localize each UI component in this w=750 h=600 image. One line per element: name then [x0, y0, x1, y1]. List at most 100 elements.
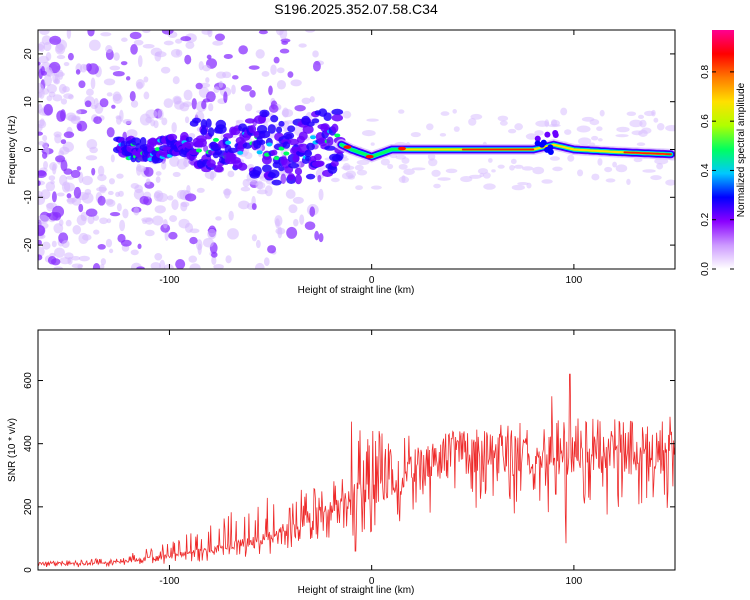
spectrogram-noise-blob: [99, 217, 108, 225]
spectrogram-noise-blob: [267, 245, 277, 254]
spectrogram-energy-blob: [294, 167, 303, 176]
spectrogram-noise-blob: [398, 109, 405, 114]
spectrogram-noise-blob: [87, 30, 95, 37]
spectrogram-noise-blob: [78, 80, 86, 89]
spectrogram-noise-blob: [615, 134, 629, 138]
spectrogram-energy-blob: [298, 131, 308, 141]
spectrogram-noise-blob: [56, 192, 65, 197]
spectrogram-noise-blob: [38, 170, 47, 177]
spectrogram-noise-blob: [86, 139, 98, 150]
y-tick-label: 10: [23, 96, 34, 108]
spectrogram-noise-blob: [175, 259, 186, 269]
spectrogram-noise-blob: [650, 175, 662, 181]
spectrogram-noise-blob: [43, 103, 53, 116]
chart-title: S196.2025.352.07.58.C34: [274, 1, 438, 17]
spectrogram-noise-blob: [222, 188, 232, 196]
spectrogram-noise-blob: [510, 158, 517, 164]
spectrogram-noise-blob: [72, 224, 82, 235]
spectrogram-noise-blob: [223, 53, 233, 59]
spectrogram-noise-blob: [282, 107, 289, 118]
spectrogram-energy-blob: [227, 147, 239, 153]
spectrogram-noise-blob: [59, 109, 66, 122]
spectrogram-noise-blob: [273, 56, 280, 64]
spectrogram-noise-blob: [354, 164, 364, 171]
spectrogram-noise-blob: [119, 219, 126, 232]
spectrogram-noise-blob: [428, 158, 438, 167]
spectrogram-energy-blob: [184, 140, 194, 149]
spectrogram-hot-spot: [398, 146, 406, 151]
spectrogram-noise-blob: [110, 154, 115, 163]
spectrogram-noise-blob: [183, 89, 193, 101]
spectrogram-noise-blob: [81, 175, 93, 186]
spectrogram-noise-blob: [591, 173, 600, 181]
spectrogram-noise-blob: [426, 123, 434, 131]
colorbar-label: Normalized spectral amplitude: [736, 82, 747, 217]
spectrogram-noise-blob: [45, 181, 56, 192]
spectrogram-noise-blob: [616, 126, 630, 133]
spectrogram-noise-blob: [331, 177, 340, 183]
spectrogram-noise-blob: [38, 180, 41, 187]
spectrogram-noise-blob: [549, 156, 561, 161]
spectrogram-energy-blob: [206, 159, 216, 168]
spectrogram-energy-blob: [331, 114, 344, 122]
spectrogram-noise-blob: [238, 200, 250, 210]
spectrogram-noise-blob: [58, 150, 65, 157]
spectrogram-noise-blob: [163, 40, 174, 46]
spectrogram-energy-blob: [311, 118, 320, 124]
spectrogram-noise-blob: [39, 30, 50, 35]
spectrogram-noise-blob: [401, 157, 410, 164]
spectrogram-noise-blob: [221, 71, 232, 79]
spectrogram-noise-blob: [167, 195, 174, 201]
y-tick-label: 400: [23, 435, 34, 452]
spectrogram-noise-blob: [91, 167, 96, 176]
spectrogram-energy-blob: [261, 164, 272, 173]
spectrogram-noise-blob: [136, 165, 146, 172]
spectrogram-noise-blob: [43, 74, 53, 87]
spectrogram-noise-blob: [130, 100, 139, 108]
spectrogram-noise-blob: [597, 158, 603, 166]
spectrogram-noise-blob: [58, 83, 67, 94]
spectrogram-noise-blob: [342, 110, 352, 119]
spectrogram-noise-blob: [144, 229, 155, 237]
spectrogram-noise-blob: [532, 166, 545, 175]
spectrogram-noise-blob: [107, 190, 114, 196]
spectrogram-noise-blob: [597, 138, 603, 142]
spectrogram-noise-blob: [287, 71, 294, 78]
spectrogram-noise-blob: [180, 36, 192, 42]
colorbar-ticks: 0.0 0.2 0.4 0.6 0.8: [700, 64, 734, 276]
spectrogram-noise-blob: [121, 37, 128, 42]
spectrogram-noise-blob: [161, 30, 174, 35]
spectrogram-energy-blob: [538, 141, 545, 148]
spectrogram-noise-blob: [185, 193, 197, 202]
spectrogram-noise-blob: [52, 94, 63, 102]
spectrogram-energy-blob: [167, 133, 178, 141]
spectrogram-energy-blob: [287, 173, 295, 181]
spectrogram-noise-blob: [228, 210, 234, 221]
spectrogram-noise-blob: [207, 228, 217, 240]
spectrogram-noise-blob: [116, 203, 122, 212]
spectrogram-noise-blob: [541, 179, 553, 184]
spectrogram-noise-blob: [596, 126, 603, 132]
spectrogram-noise-blob: [38, 214, 50, 224]
spectrogram-noise-blob: [106, 218, 112, 224]
spectrogram-noise-blob: [137, 243, 142, 250]
spectrogram-noise-blob: [99, 98, 109, 108]
spectrogram-noise-blob: [53, 223, 64, 234]
spectrogram-noise-blob: [154, 252, 163, 261]
spectrogram-energy-blob: [330, 160, 339, 167]
spectrogram-noise-blob: [87, 214, 95, 225]
spectrogram-noise-blob: [213, 86, 220, 93]
spectrogram-noise-blob: [361, 129, 376, 137]
spectrogram-noise-blob: [85, 208, 98, 217]
spectrogram-noise-blob: [270, 64, 277, 75]
spectrogram-energy-blob: [315, 160, 325, 167]
spectrogram-noise-blob: [487, 158, 493, 163]
spectrogram-noise-blob: [279, 48, 290, 54]
spectrogram-noise-blob: [286, 226, 298, 239]
spectrogram-noise-blob: [577, 169, 584, 177]
spectrogram-noise-blob: [605, 178, 616, 183]
spectrogram-noise-blob: [240, 85, 252, 92]
spectrogram-noise-blob: [88, 39, 101, 51]
spectrogram-noise-blob: [159, 259, 166, 269]
spectrogram-energy-blob: [283, 131, 295, 140]
